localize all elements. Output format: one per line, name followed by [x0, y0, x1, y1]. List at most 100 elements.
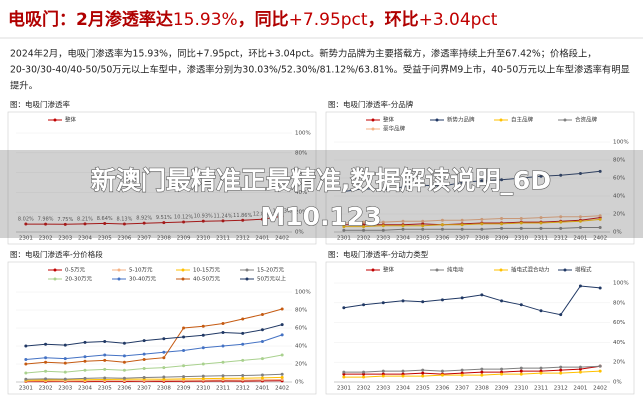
x-tick-label: 2402 — [275, 386, 289, 392]
data-point — [460, 218, 464, 222]
data-label: 11.24% — [213, 213, 232, 219]
x-tick-label: 2312 — [236, 386, 250, 392]
data-point — [142, 358, 146, 361]
data-point — [381, 228, 385, 232]
legend-marker — [245, 277, 249, 281]
data-point — [342, 190, 346, 193]
data-point — [500, 217, 504, 220]
x-tick-label: 2308 — [475, 386, 489, 392]
data-point — [578, 219, 582, 223]
data-point — [401, 185, 405, 189]
data-point — [362, 187, 366, 191]
y-tick-label: 80% — [613, 300, 625, 306]
x-tick-label: 2305 — [416, 386, 430, 392]
x-tick-label: 2311 — [216, 386, 230, 392]
data-point — [440, 223, 444, 227]
x-tick-label: 2305 — [98, 386, 112, 392]
data-point — [381, 220, 385, 224]
x-tick-label: 2309 — [177, 386, 191, 392]
data-point — [280, 333, 284, 337]
x-tick-label: 2304 — [396, 236, 410, 242]
legend-label: 40-50万元 — [193, 276, 220, 283]
data-point — [122, 368, 126, 372]
x-tick-label: 2304 — [78, 236, 92, 242]
data-point — [342, 221, 346, 225]
legend-marker — [435, 118, 439, 122]
data-point — [480, 179, 484, 183]
data-point — [221, 374, 225, 378]
data-point — [401, 299, 405, 303]
title-part: +3.04pct — [419, 10, 498, 30]
data-point — [24, 344, 28, 348]
x-tick-label: 2401 — [573, 236, 587, 242]
x-tick-label: 2307 — [455, 386, 469, 392]
data-point — [362, 225, 366, 229]
plot-frame — [7, 261, 317, 395]
x-tick-label: 2306 — [435, 386, 449, 392]
legend-label: 整体 — [383, 266, 395, 274]
data-point — [460, 296, 464, 300]
data-point — [182, 349, 186, 352]
legend-marker — [499, 118, 503, 122]
data-point — [559, 173, 563, 177]
data-label: 8.21% — [77, 216, 93, 222]
data-point — [221, 376, 225, 380]
data-point — [559, 365, 563, 369]
data-point — [142, 367, 146, 370]
data-point — [598, 217, 602, 221]
data-point — [280, 377, 284, 381]
data-point — [539, 226, 543, 230]
series-line — [25, 380, 283, 383]
x-tick-label: 2308 — [157, 386, 171, 392]
title-part: ，环比 — [368, 9, 419, 30]
data-label: 10.93% — [194, 214, 213, 220]
data-point — [162, 221, 166, 225]
legend-marker — [435, 268, 439, 272]
data-point — [221, 344, 225, 348]
y-tick-label: 100% — [295, 131, 311, 137]
legend-marker — [117, 277, 121, 281]
data-point — [182, 375, 186, 379]
data-point — [241, 317, 245, 321]
series-line — [25, 376, 283, 381]
x-tick-label: 2401 — [255, 386, 269, 392]
data-point — [44, 360, 48, 364]
data-point — [241, 342, 245, 346]
data-point — [421, 374, 425, 378]
y-tick-label: 0% — [613, 230, 622, 236]
data-point — [260, 313, 264, 316]
y-tick-label: 60% — [295, 170, 307, 176]
legend-marker — [53, 268, 57, 272]
paragraph-line: 20-30/30-40/40-50/50万元以上车型中，渗透率分别为30.03%… — [10, 64, 630, 76]
data-point — [500, 367, 504, 371]
x-tick-label: 2312 — [236, 236, 250, 242]
data-label: 8.64% — [97, 216, 113, 222]
data-point — [519, 366, 523, 370]
x-tick-label: 2307 — [455, 236, 469, 242]
data-point — [122, 341, 126, 345]
chart-title: 图：电吸门渗透率-分品牌 — [328, 99, 414, 109]
data-point — [460, 181, 464, 184]
y-tick-label: 40% — [613, 194, 625, 200]
legend-marker — [371, 127, 375, 131]
y-tick-label: 60% — [295, 326, 307, 332]
data-point — [539, 221, 543, 225]
x-tick-label: 2311 — [534, 386, 548, 392]
data-point — [241, 331, 245, 335]
data-point — [342, 306, 346, 310]
y-tick-label: 40% — [295, 344, 307, 350]
legend-marker — [117, 268, 121, 272]
data-point — [460, 223, 464, 227]
data-point — [342, 228, 346, 232]
data-point — [480, 373, 484, 377]
x-tick-label: 2304 — [396, 386, 410, 392]
x-tick-label: 2402 — [275, 236, 289, 242]
data-point — [241, 358, 245, 362]
data-point — [260, 340, 264, 343]
x-tick-label: 2311 — [534, 236, 548, 242]
data-point — [500, 372, 504, 376]
data-point — [280, 372, 284, 376]
data-point — [460, 227, 464, 231]
legend-marker — [499, 268, 503, 272]
